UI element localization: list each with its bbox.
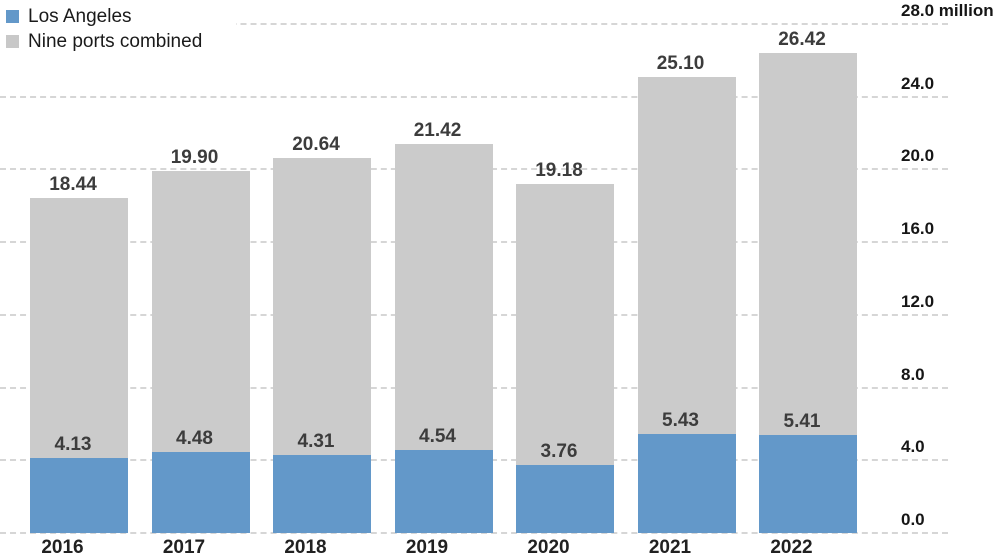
x-axis-label: 2016: [41, 537, 84, 557]
bar-los-angeles-segment: [30, 457, 128, 533]
los-angeles-value-label: 4.48: [176, 427, 213, 449]
legend-item-los-angeles: Los Angeles: [6, 4, 202, 29]
x-axis-label: 2022: [770, 537, 813, 557]
los-angeles-value-label: 3.76: [540, 440, 578, 462]
y-tick-label: 24.0: [901, 73, 935, 93]
bar-los-angeles-segment: [394, 450, 493, 533]
chart-legend: Los Angeles Nine ports combined: [0, 2, 237, 58]
total-value-label: 19.90: [170, 147, 219, 169]
los-angeles-value-label: 5.41: [783, 410, 821, 432]
x-axis-label: 2021: [648, 537, 692, 557]
total-value-label: 21.42: [413, 119, 462, 141]
los-angeles-value-label: 4.54: [419, 426, 456, 448]
los-angeles-value-label: 4.31: [297, 430, 335, 452]
x-axis-label: 2017: [162, 537, 206, 557]
legend-label-nine-ports: Nine ports combined: [28, 30, 203, 52]
total-value-label: 25.10: [656, 52, 705, 74]
total-value-label: 20.64: [292, 133, 340, 155]
total-value-label: 26.42: [778, 28, 826, 50]
x-axis-label: 2018: [284, 537, 327, 557]
total-value-label: 18.44: [49, 173, 97, 195]
bar-los-angeles-segment: [637, 434, 736, 533]
y-tick-label: 0.0: [901, 510, 925, 529]
y-tick-label: 16.0: [901, 219, 935, 239]
bar-los-angeles-segment: [516, 464, 614, 533]
gridline: [0, 532, 948, 534]
y-tick-label: 8.0: [901, 364, 925, 384]
legend-label-los-angeles: Los Angeles: [28, 5, 132, 27]
legend-swatch-los-angeles-icon: [6, 10, 19, 23]
y-tick-label: 28.0 million: [901, 1, 993, 20]
y-tick-label: 12.0: [901, 291, 935, 311]
total-value-label: 19.18: [535, 160, 583, 182]
y-tick-label: 4.0: [901, 437, 925, 457]
bar-los-angeles-segment: [151, 451, 250, 533]
y-tick-label: 20.0: [901, 146, 935, 166]
gridline: [0, 95, 948, 98]
x-axis-label: 2019: [405, 537, 449, 557]
legend-item-nine-ports: Nine ports combined: [6, 29, 202, 54]
los-angeles-value-label: 5.43: [662, 410, 699, 432]
x-axis-label: 2020: [527, 537, 570, 557]
legend-swatch-nine-ports-icon: [6, 35, 19, 48]
bar-los-angeles-segment: [759, 434, 857, 533]
los-angeles-value-label: 4.13: [54, 433, 92, 455]
bar-los-angeles-segment: [273, 454, 371, 533]
gridline: [0, 23, 948, 25]
